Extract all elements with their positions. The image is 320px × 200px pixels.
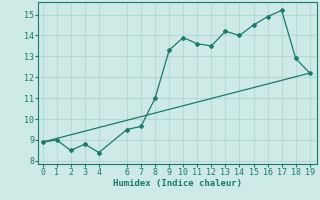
X-axis label: Humidex (Indice chaleur): Humidex (Indice chaleur) [113,179,242,188]
